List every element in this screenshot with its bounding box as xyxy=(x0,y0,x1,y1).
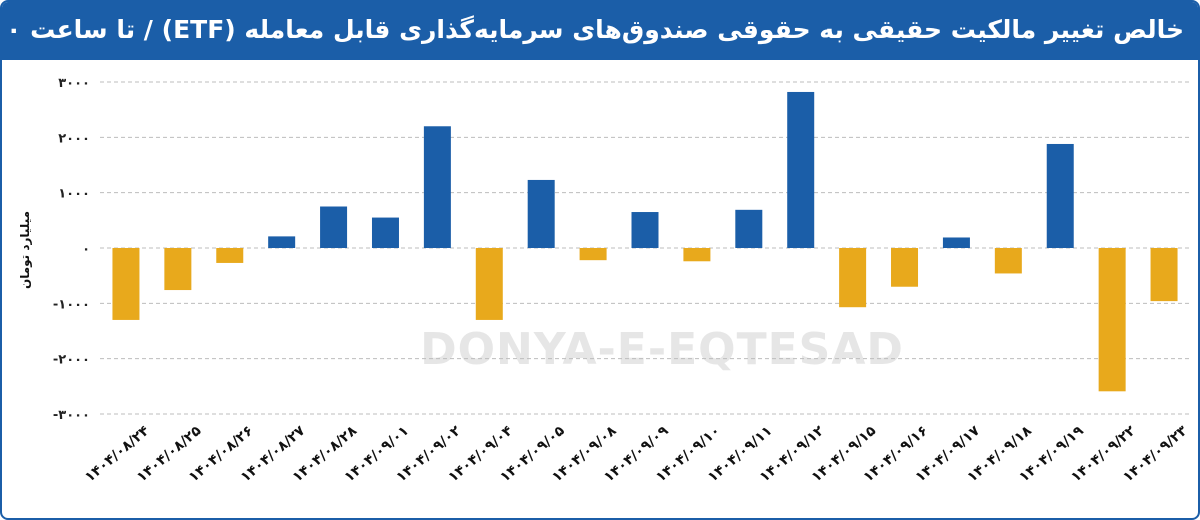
bar xyxy=(371,217,399,248)
bar xyxy=(942,237,970,248)
x-axis-ticks: ۱۴۰۴/۰۸/۲۴۱۴۰۴/۰۸/۲۵۱۴۰۴/۰۸/۲۶۱۴۰۴/۰۸/۲۷… xyxy=(82,423,1191,486)
bar xyxy=(320,206,348,248)
y-tick-label: ۱۰۰۰ xyxy=(58,187,90,202)
y-tick-label: -۳۰۰۰ xyxy=(53,408,90,423)
bar xyxy=(839,248,867,308)
bar xyxy=(631,212,659,248)
bar xyxy=(1046,143,1074,248)
bar xyxy=(994,248,1022,274)
y-tick-label: ۳۰۰۰ xyxy=(58,76,90,91)
bar xyxy=(735,209,763,248)
y-tick-label: ۰ xyxy=(82,242,90,257)
bar xyxy=(1098,248,1126,392)
bar xyxy=(683,248,711,262)
bars xyxy=(112,91,1178,392)
bar xyxy=(1150,248,1178,302)
bar xyxy=(112,248,140,320)
title-bar: خالص تغییر مالکیت حقیقی به حقوقی صندوق‌ه… xyxy=(2,2,1198,60)
y-axis-label: میلیارد تومان xyxy=(18,211,33,289)
bar xyxy=(527,179,555,248)
bar xyxy=(579,248,607,261)
y-axis-label-group: میلیارد تومان xyxy=(18,211,33,289)
y-axis-ticks: ۳۰۰۰ ۲۰۰۰ ۱۰۰۰ ۰ -۱۰۰۰ -۲۰۰۰ -۳۰۰۰ xyxy=(53,76,90,423)
bar xyxy=(268,236,296,248)
bar xyxy=(423,126,451,248)
bar xyxy=(216,248,244,263)
bar xyxy=(475,248,503,320)
bar xyxy=(787,91,815,249)
y-tick-label: -۱۰۰۰ xyxy=(53,297,90,312)
bar xyxy=(891,248,919,287)
y-tick-label: ۲۰۰۰ xyxy=(58,131,90,146)
chart-title: خالص تغییر مالکیت حقیقی به حقوقی صندوق‌ه… xyxy=(2,15,1184,44)
watermark-text: DONYA-E-EQTESAD xyxy=(420,324,904,375)
watermark-layer: DONYA-E-EQTESAD xyxy=(420,324,904,375)
bar xyxy=(164,248,192,291)
y-tick-label: -۲۰۰۰ xyxy=(53,353,90,368)
